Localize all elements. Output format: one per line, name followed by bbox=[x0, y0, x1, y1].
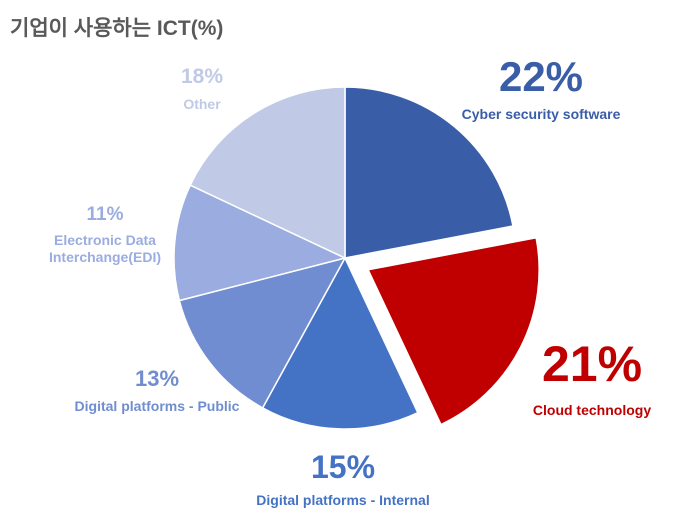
value-label: 18% bbox=[180, 65, 224, 88]
category-label: Digital platforms - Internal bbox=[256, 492, 430, 508]
pie-slice bbox=[367, 236, 540, 426]
category-label: Electronic Data Interchange(EDI) bbox=[48, 232, 161, 265]
value-label: 13% bbox=[134, 366, 180, 391]
pie-slice bbox=[189, 86, 346, 260]
pie-slice bbox=[344, 86, 514, 259]
pie-slice bbox=[178, 256, 347, 409]
category-label: Digital platforms - Public bbox=[74, 398, 240, 414]
category-label: Cyber security software bbox=[461, 106, 621, 122]
value-label: 22% bbox=[498, 53, 584, 100]
category-label: Other bbox=[183, 96, 221, 112]
pie-slice bbox=[261, 256, 419, 430]
value-label: 11% bbox=[86, 204, 124, 225]
value-label: 15% bbox=[310, 449, 376, 485]
category-label: Cloud technology bbox=[532, 402, 652, 418]
value-label: 21% bbox=[541, 336, 643, 392]
pie-slice bbox=[173, 184, 348, 302]
chart-title: 기업이 사용하는 ICT(%) bbox=[10, 17, 224, 40]
